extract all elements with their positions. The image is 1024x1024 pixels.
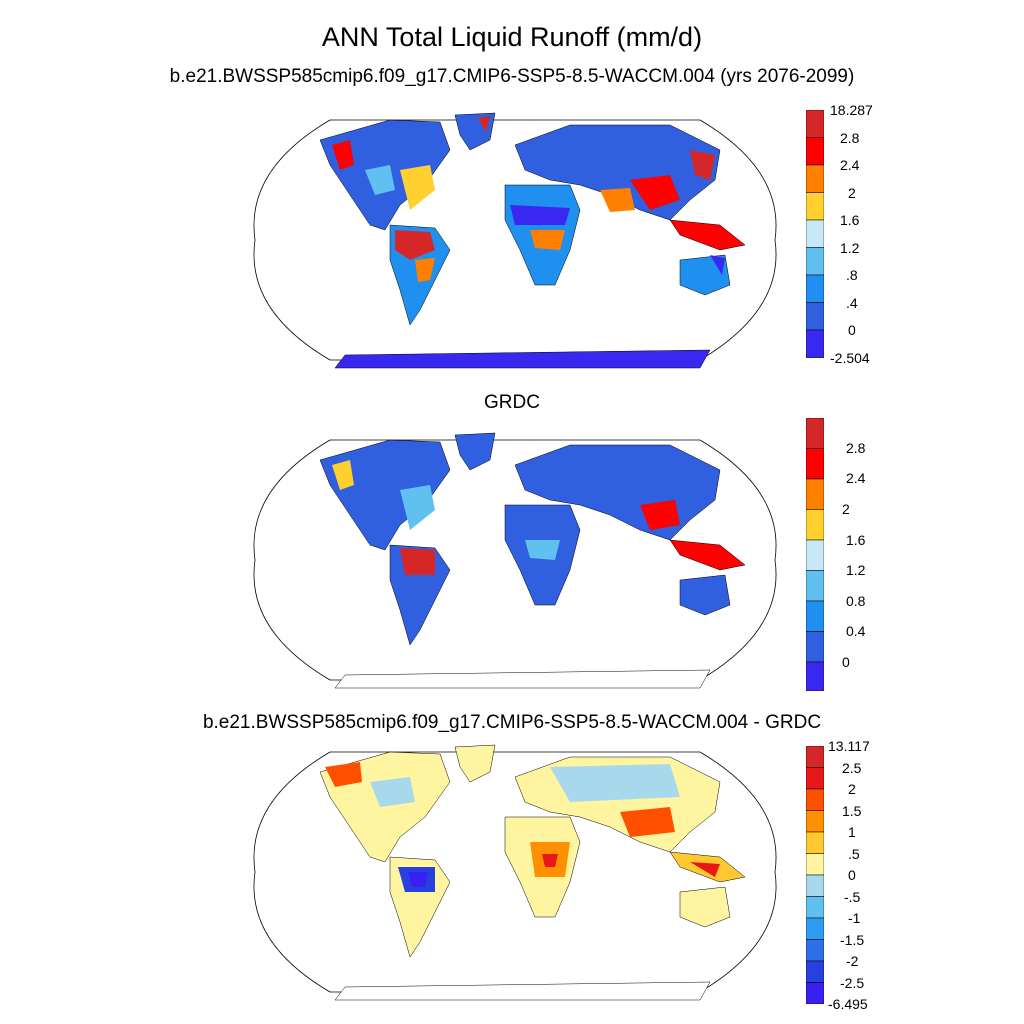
cb-diff-label-9: -1.5: [840, 932, 865, 948]
colorbar-model-swatches: [806, 110, 824, 358]
cb-diff-label-2: 2: [848, 781, 856, 797]
cb-diff-label-11: -2.5: [840, 975, 865, 991]
cb-diff-label-8: -1: [848, 910, 861, 926]
continents-model: [319, 112, 746, 369]
cb-grdc-label-1: 2.4: [846, 470, 866, 486]
colorbar-diff: 13.117 2.5 2 1.5 1 .5 0 -.5 -1 -1.5 -2 -…: [806, 738, 870, 1012]
map-diff: [250, 742, 780, 1002]
antarctica-region: [334, 349, 711, 369]
cb-grdc-label-6: 0.4: [846, 623, 866, 639]
continents-diff: [319, 744, 746, 1001]
panel-title-model: b.e21.BWSSP585cmip6.f09_g17.CMIP6-SSP5-8…: [169, 66, 855, 87]
cb-diff-label-5: .5: [848, 846, 860, 862]
cb-model-label-1: 2.8: [840, 130, 860, 146]
cb-model-label-3: 2: [848, 185, 856, 201]
cb-model-label-0: 18.287: [830, 102, 873, 118]
panel-title-grdc: GRDC: [484, 392, 540, 413]
cb-model-label-7: .4: [846, 295, 858, 311]
cb-diff-label-7: -.5: [844, 889, 861, 905]
cb-model-label-6: .8: [846, 267, 858, 283]
cb-model-label-9: -2.504: [830, 350, 870, 366]
map-model: [250, 110, 780, 370]
se-asia-region: [669, 219, 746, 251]
cb-grdc-label-3: 1.6: [846, 532, 866, 548]
cb-grdc-label-7: 0: [842, 654, 850, 670]
figure-title: ANN Total Liquid Runoff (mm/d): [321, 22, 703, 52]
cb-diff-label-12: -6.495: [828, 996, 868, 1012]
cb-model-label-5: 1.2: [840, 240, 860, 256]
cb-model-label-8: 0: [848, 322, 856, 338]
colorbar-diff-swatches: [806, 746, 824, 1004]
cb-model-label-2: 2.4: [840, 157, 860, 173]
cb-model-label-4: 1.6: [840, 212, 860, 228]
cb-diff-label-0: 13.117: [828, 738, 870, 754]
cb-diff-label-6: 0: [848, 867, 856, 883]
panel-title-diff: b.e21.BWSSP585cmip6.f09_g17.CMIP6-SSP5-8…: [202, 712, 822, 733]
colorbar-grdc: 2.8 2.4 2 1.6 1.2 0.8 0.4 0: [806, 418, 865, 691]
map-grdc: [250, 430, 780, 690]
continents-grdc: [319, 432, 746, 689]
cb-diff-label-10: -2: [846, 953, 859, 969]
cb-diff-label-1: 2.5: [842, 760, 862, 776]
cb-diff-label-4: 1: [848, 824, 856, 840]
colorbar-grdc-swatches: [806, 418, 824, 691]
cb-grdc-label-5: 0.8: [846, 593, 866, 609]
cb-grdc-label-2: 2: [842, 501, 850, 517]
colorbar-model: 18.287 2.8 2.4 2 1.6 1.2 .8 .4 0 -2.504: [806, 102, 873, 366]
cb-diff-label-3: 1.5: [842, 803, 862, 819]
cb-grdc-label-4: 1.2: [846, 562, 866, 578]
cb-grdc-label-0: 2.8: [846, 440, 866, 456]
